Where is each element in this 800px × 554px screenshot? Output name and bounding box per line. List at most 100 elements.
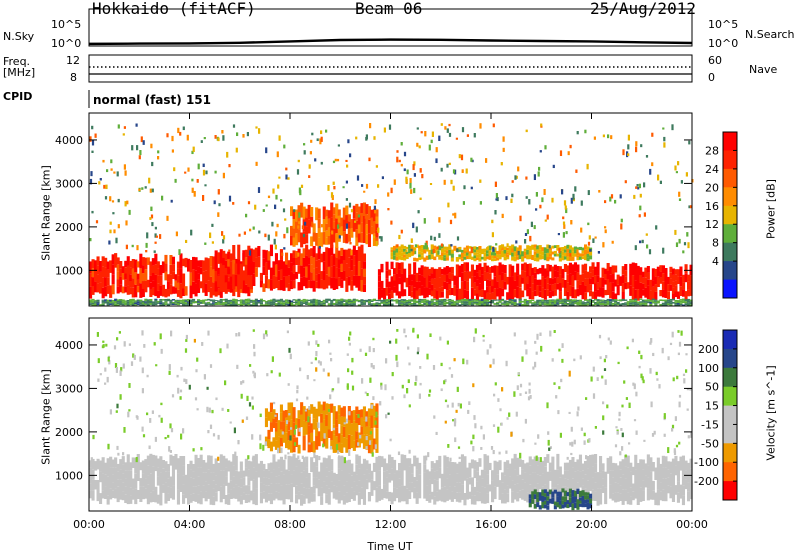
- heatmap-cell: [671, 274, 676, 282]
- heatmap-cell: [659, 482, 663, 492]
- y-tick-label: 3000: [55, 382, 83, 395]
- colorbar-tick-label: 8: [712, 237, 719, 250]
- heatmap-cell: [387, 412, 390, 415]
- heatmap-cell: [300, 461, 304, 473]
- heatmap-cell: [317, 431, 321, 447]
- heatmap-cell: [671, 281, 676, 288]
- heatmap-cell: [310, 404, 314, 414]
- heatmap-cell: [298, 187, 301, 194]
- heatmap-cell: [290, 206, 294, 217]
- heatmap-cell: [398, 262, 402, 270]
- heatmap-cell: [370, 404, 373, 409]
- heatmap-cell: [541, 303, 545, 305]
- heatmap-cell: [609, 340, 612, 345]
- heatmap-cell: [332, 181, 335, 185]
- heatmap-cell: [495, 193, 498, 199]
- heatmap-cell: [534, 361, 537, 368]
- heatmap-cell: [390, 256, 394, 260]
- heatmap-cell: [192, 486, 196, 494]
- heatmap-cell: [134, 259, 138, 273]
- heatmap-cell: [139, 150, 142, 156]
- heatmap-cell: [580, 227, 583, 233]
- heatmap-cell: [549, 446, 552, 449]
- heatmap-cell: [681, 304, 686, 306]
- heatmap-cell: [563, 249, 568, 253]
- heatmap-cell: [332, 443, 336, 453]
- heatmap-cell: [321, 224, 324, 228]
- heatmap-cell: [111, 200, 115, 203]
- heatmap-cell: [247, 477, 251, 486]
- heatmap-cell: [356, 175, 360, 181]
- heatmap-cell: [209, 455, 213, 473]
- heatmap-cell: [511, 288, 515, 300]
- heatmap-cell: [352, 298, 356, 301]
- heatmap-cell: [591, 466, 595, 478]
- heatmap-cell: [501, 387, 504, 392]
- heatmap-cell: [516, 247, 520, 251]
- heatmap-cell: [141, 257, 145, 266]
- heatmap-cell: [362, 406, 367, 421]
- heatmap-cell: [478, 301, 482, 303]
- heatmap-cell: [347, 420, 351, 435]
- heatmap-cell: [428, 479, 432, 487]
- heatmap-cell: [169, 301, 173, 304]
- heatmap-cell: [543, 301, 547, 303]
- heatmap-cell: [141, 187, 144, 190]
- heatmap-cell: [239, 461, 243, 471]
- heatmap-cell: [340, 301, 344, 304]
- heatmap-cell: [372, 481, 377, 491]
- heatmap-cell: [418, 393, 421, 399]
- heatmap-cell: [536, 465, 540, 475]
- heatmap-cell: [652, 352, 655, 357]
- heatmap-cell: [511, 193, 514, 198]
- heatmap-cell: [139, 283, 143, 298]
- heatmap-cell: [659, 463, 663, 473]
- heatmap-cell: [347, 248, 351, 258]
- heatmap-cell: [513, 256, 517, 262]
- heatmap-cell: [224, 287, 228, 294]
- heatmap-cell: [551, 197, 554, 203]
- heatmap-cell: [493, 258, 497, 261]
- heatmap-cell: [453, 245, 457, 251]
- heatmap-cell: [580, 200, 583, 206]
- heatmap-cell: [306, 375, 309, 380]
- heatmap-cell: [403, 268, 407, 276]
- heatmap-cell: [570, 220, 573, 225]
- heatmap-cell: [403, 248, 407, 252]
- heatmap-cell: [486, 246, 490, 250]
- heatmap-cell: [619, 493, 623, 501]
- heatmap-cell: [563, 256, 568, 260]
- heatmap-cell: [393, 250, 397, 256]
- heatmap-cell: [169, 284, 173, 295]
- heatmap-cell: [101, 266, 105, 278]
- heatmap-cell: [631, 303, 635, 305]
- heatmap-cell: [136, 472, 140, 481]
- heatmap-cell: [340, 247, 344, 256]
- heatmap-cell: [375, 230, 379, 238]
- heatmap-cell: [563, 470, 568, 479]
- heatmap-cell: [350, 302, 354, 304]
- heatmap-cell: [227, 259, 231, 267]
- heatmap-cell: [383, 127, 386, 133]
- heatmap-cell: [332, 427, 336, 431]
- heatmap-cell: [546, 283, 550, 290]
- heatmap-cell: [252, 261, 256, 274]
- heatmap-cell: [140, 136, 143, 143]
- heatmap-cell: [126, 487, 130, 505]
- heatmap-cell: [533, 278, 537, 285]
- heatmap-cell: [415, 304, 419, 306]
- heatmap-cell: [237, 259, 241, 275]
- heatmap-cell: [634, 484, 638, 499]
- heatmap-cell: [150, 214, 154, 219]
- heatmap-cell: [94, 271, 98, 282]
- heatmap-cell: [671, 424, 675, 429]
- heatmap-cell: [506, 243, 509, 248]
- heatmap-cell: [297, 444, 301, 454]
- heatmap-cell: [405, 249, 408, 253]
- heatmap-cell: [533, 489, 537, 495]
- heatmap-cell: [689, 458, 693, 469]
- heatmap-cell: [513, 304, 517, 306]
- heatmap-cell: [204, 242, 207, 245]
- heatmap-cell: [458, 492, 462, 503]
- heatmap-cell: [448, 367, 451, 370]
